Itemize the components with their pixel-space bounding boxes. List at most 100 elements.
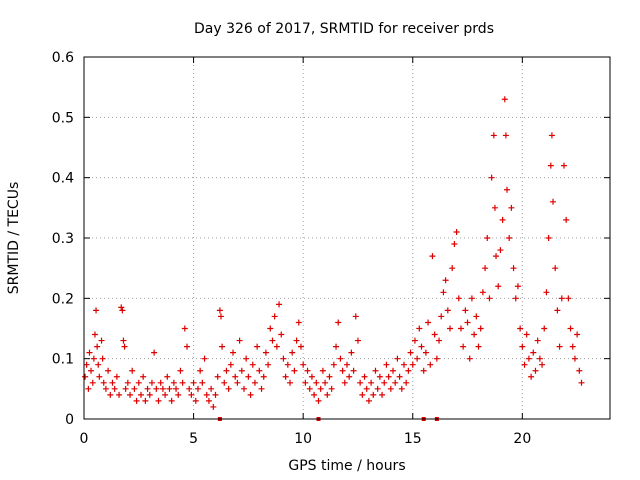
data-point (131, 385, 138, 392)
data-point (578, 379, 585, 386)
data-point (249, 361, 256, 368)
data-point (357, 379, 364, 386)
data-point (455, 295, 462, 302)
data-point (153, 385, 160, 392)
data-point (282, 373, 289, 380)
data-point (93, 307, 100, 314)
data-point (306, 385, 313, 392)
data-point (273, 343, 280, 350)
x-tick-label: 10 (294, 431, 312, 447)
data-point (159, 385, 166, 392)
data-point (425, 319, 432, 326)
data-point (221, 379, 228, 386)
data-point (267, 325, 274, 332)
data-point (238, 367, 245, 374)
data-point (140, 373, 147, 380)
data-point (276, 301, 283, 308)
y-tick-label: 0.3 (52, 231, 74, 247)
data-point (368, 379, 375, 386)
data-point (157, 379, 164, 386)
data-point (350, 367, 357, 374)
data-point (324, 391, 331, 398)
data-point (339, 367, 346, 374)
data-point (491, 204, 498, 211)
data-points (82, 96, 585, 410)
data-point (258, 385, 265, 392)
y-tick-label: 0.5 (52, 110, 74, 126)
data-point (269, 337, 276, 344)
data-point (315, 397, 322, 404)
x-axis-label: GPS time / hours (288, 458, 405, 474)
data-point (328, 385, 335, 392)
data-point (95, 361, 102, 368)
data-point (482, 265, 489, 272)
data-point (256, 367, 263, 374)
data-point (300, 361, 307, 368)
data-point (574, 331, 581, 338)
data-point (556, 343, 563, 350)
data-point (170, 379, 177, 386)
data-point (313, 379, 320, 386)
data-point (361, 373, 368, 380)
data-point (493, 253, 500, 260)
data-point (420, 367, 427, 374)
data-point (181, 325, 188, 332)
data-point (468, 295, 475, 302)
data-point (449, 265, 456, 272)
data-point (414, 355, 421, 362)
data-point (471, 331, 478, 338)
data-point (265, 361, 272, 368)
data-point (436, 337, 443, 344)
data-point (184, 343, 191, 350)
data-point (240, 385, 247, 392)
data-point (512, 295, 519, 302)
data-point (541, 325, 548, 332)
data-point (519, 343, 526, 350)
data-point (479, 289, 486, 296)
data-point (427, 361, 434, 368)
data-point (560, 162, 567, 169)
data-point (311, 391, 318, 398)
data-point (550, 198, 557, 205)
data-point (113, 373, 120, 380)
data-point (245, 373, 252, 380)
data-point (571, 355, 578, 362)
data-point (326, 373, 333, 380)
data-point (260, 373, 267, 380)
data-point (517, 325, 524, 332)
x-tick-label: 15 (404, 431, 422, 447)
data-point (444, 307, 451, 314)
data-point (304, 367, 311, 374)
data-point (175, 391, 182, 398)
data-point (502, 132, 509, 139)
data-point (254, 343, 261, 350)
data-point (144, 385, 151, 392)
data-point (539, 361, 546, 368)
data-point (216, 307, 223, 314)
data-point (82, 373, 89, 380)
data-point (116, 391, 123, 398)
data-point (501, 96, 508, 103)
data-point (155, 397, 162, 404)
data-point (223, 367, 230, 374)
data-point (297, 343, 304, 350)
data-point (418, 343, 425, 350)
data-point (262, 349, 269, 356)
data-point (86, 349, 93, 356)
data-point (433, 355, 440, 362)
data-point (88, 367, 95, 374)
data-point (514, 283, 521, 290)
data-point (247, 391, 254, 398)
data-point (374, 385, 381, 392)
data-point (287, 379, 294, 386)
data-point (346, 373, 353, 380)
data-point (359, 391, 366, 398)
data-point (148, 379, 155, 386)
data-point (563, 216, 570, 223)
data-point (392, 379, 399, 386)
data-point (484, 235, 491, 241)
data-point (400, 361, 407, 368)
data-point (234, 379, 241, 386)
data-point (96, 373, 103, 380)
data-point (407, 349, 414, 356)
